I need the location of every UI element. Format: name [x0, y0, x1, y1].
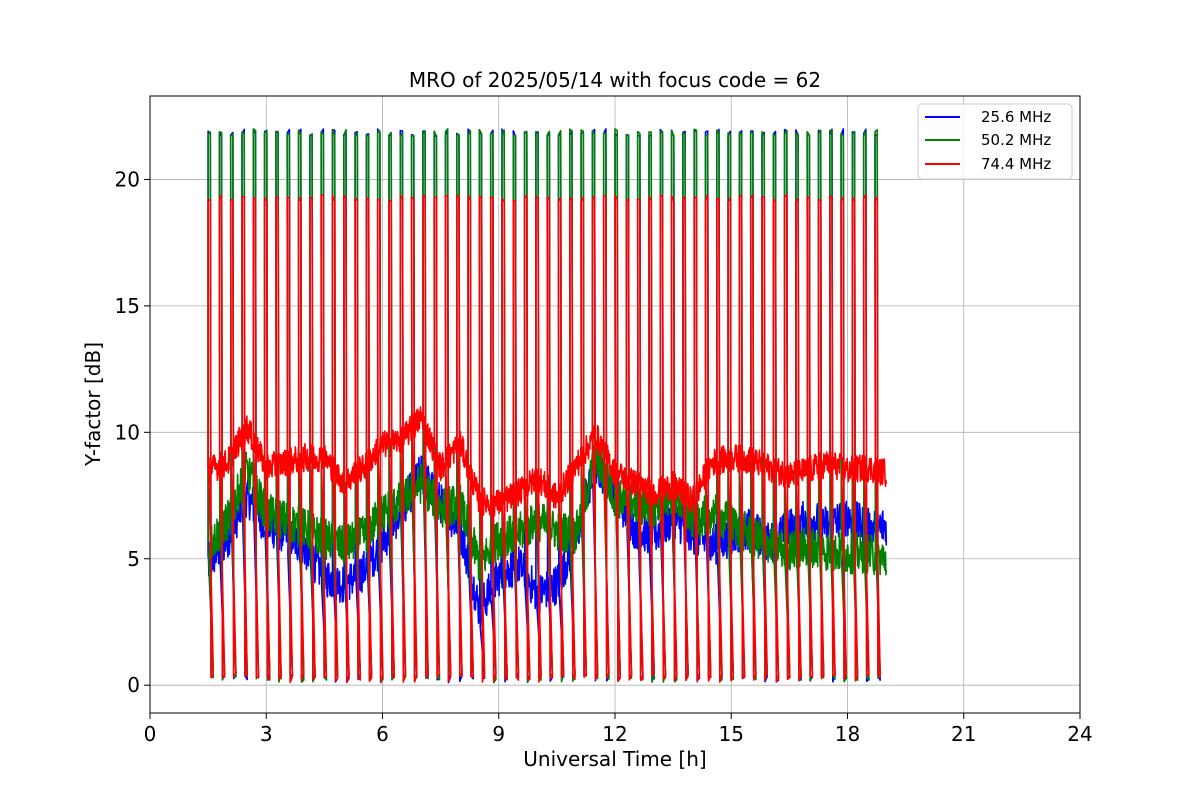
- x-tick-label: 6: [376, 722, 389, 746]
- legend-label-50-2-mhz: 50.2 MHz: [981, 131, 1051, 149]
- y-tick-label: 15: [115, 294, 140, 318]
- x-tick-label: 9: [492, 722, 505, 746]
- y-tick-label: 5: [127, 547, 140, 571]
- legend-label-74-4-mhz: 74.4 MHz: [981, 155, 1051, 173]
- x-tick-label: 3: [260, 722, 273, 746]
- x-axis: 0 3 6 9 12 15 18 21 24: [144, 713, 1093, 746]
- chart-title: MRO of 2025/05/14 with focus code = 62: [409, 68, 821, 92]
- x-tick-label: 24: [1067, 722, 1092, 746]
- x-tick-label: 0: [144, 722, 157, 746]
- x-axis-label: Universal Time [h]: [523, 747, 706, 771]
- y-axis: 0 5 10 15 20: [115, 167, 150, 697]
- series-line-74-4-mhz: [207, 193, 888, 684]
- series-layer: [207, 128, 888, 684]
- y-axis-label: Y-factor [dB]: [81, 342, 105, 467]
- y-tick-label: 10: [115, 420, 140, 444]
- y-tick-label: 20: [115, 167, 140, 191]
- x-tick-label: 12: [602, 722, 627, 746]
- x-tick-label: 15: [719, 722, 744, 746]
- legend-box: [917, 103, 1073, 180]
- x-tick-label: 21: [951, 722, 976, 746]
- x-tick-label: 18: [835, 722, 860, 746]
- y-tick-label: 0: [127, 673, 140, 697]
- series-line-50-2-mhz: [207, 128, 888, 684]
- legend-label-25-6-mhz: 25.6 MHz: [981, 108, 1051, 126]
- legend: 25.6 MHz 50.2 MHz 74.4 MHz: [917, 103, 1073, 180]
